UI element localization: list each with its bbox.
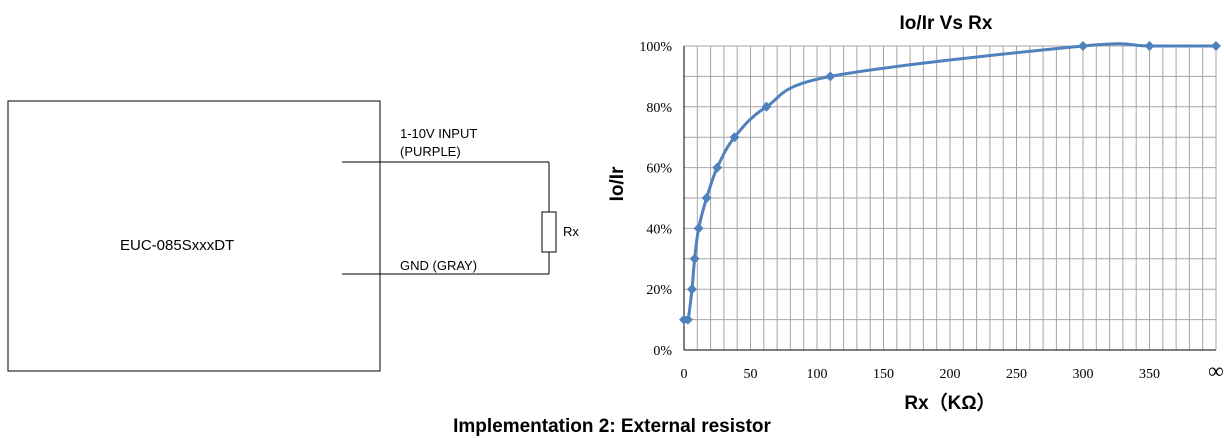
input-color-label: (PURPLE) <box>400 144 461 159</box>
data-point-marker <box>686 284 697 295</box>
wiring-schematic <box>7 100 557 372</box>
data-point-marker <box>1211 41 1221 51</box>
resistor-symbol <box>541 211 557 253</box>
x-tick-label: 50 <box>744 367 758 382</box>
figure-caption: Implementation 2: External resistor <box>453 416 771 437</box>
y-tick-label: 60% <box>646 162 672 177</box>
y-tick-label: 100% <box>639 40 672 55</box>
driver-box <box>7 100 381 372</box>
data-point-marker <box>693 223 704 234</box>
data-point-marker <box>1144 41 1155 51</box>
y-tick-label: 80% <box>646 101 672 116</box>
x-tick-label: 300 <box>1073 367 1094 382</box>
x-tick-label: 150 <box>873 367 894 382</box>
data-point-marker <box>682 314 693 325</box>
data-point-marker <box>712 162 723 173</box>
y-tick-label: 20% <box>646 283 672 298</box>
data-point-marker <box>825 71 836 82</box>
data-point-marker <box>689 253 700 264</box>
resistor-label: Rx <box>563 224 579 239</box>
x-tick-label: 200 <box>940 367 961 382</box>
device-label: EUC-085SxxxDT <box>120 237 235 254</box>
x-tick-label: 350 <box>1139 367 1160 382</box>
x-tick-label: 100 <box>807 367 828 382</box>
x-axis-title: Rx（KΩ） <box>904 391 995 414</box>
x-tick-label: 250 <box>1006 367 1027 382</box>
y-axis-title: Io/Ir <box>607 166 628 201</box>
input-label: 1-10V INPUT <box>400 126 478 141</box>
y-tick-label: 40% <box>646 222 672 237</box>
data-point-marker <box>1078 41 1088 51</box>
x-tick-label: 0 <box>681 367 688 382</box>
data-point-marker <box>701 193 712 203</box>
gnd-label: GND (GRAY) <box>400 258 478 273</box>
data-point-marker <box>729 132 740 143</box>
chart: Io/Ir Vs Rx 0% 20% 40% 60% 80% 100% 0 50 100 150 2… <box>607 13 1224 414</box>
y-tick-label: 0% <box>653 344 672 359</box>
chart-title: Io/Ir Vs Rx <box>900 13 993 34</box>
data-point-marker <box>761 101 772 112</box>
x-tick-label: ∞ <box>1208 358 1224 383</box>
